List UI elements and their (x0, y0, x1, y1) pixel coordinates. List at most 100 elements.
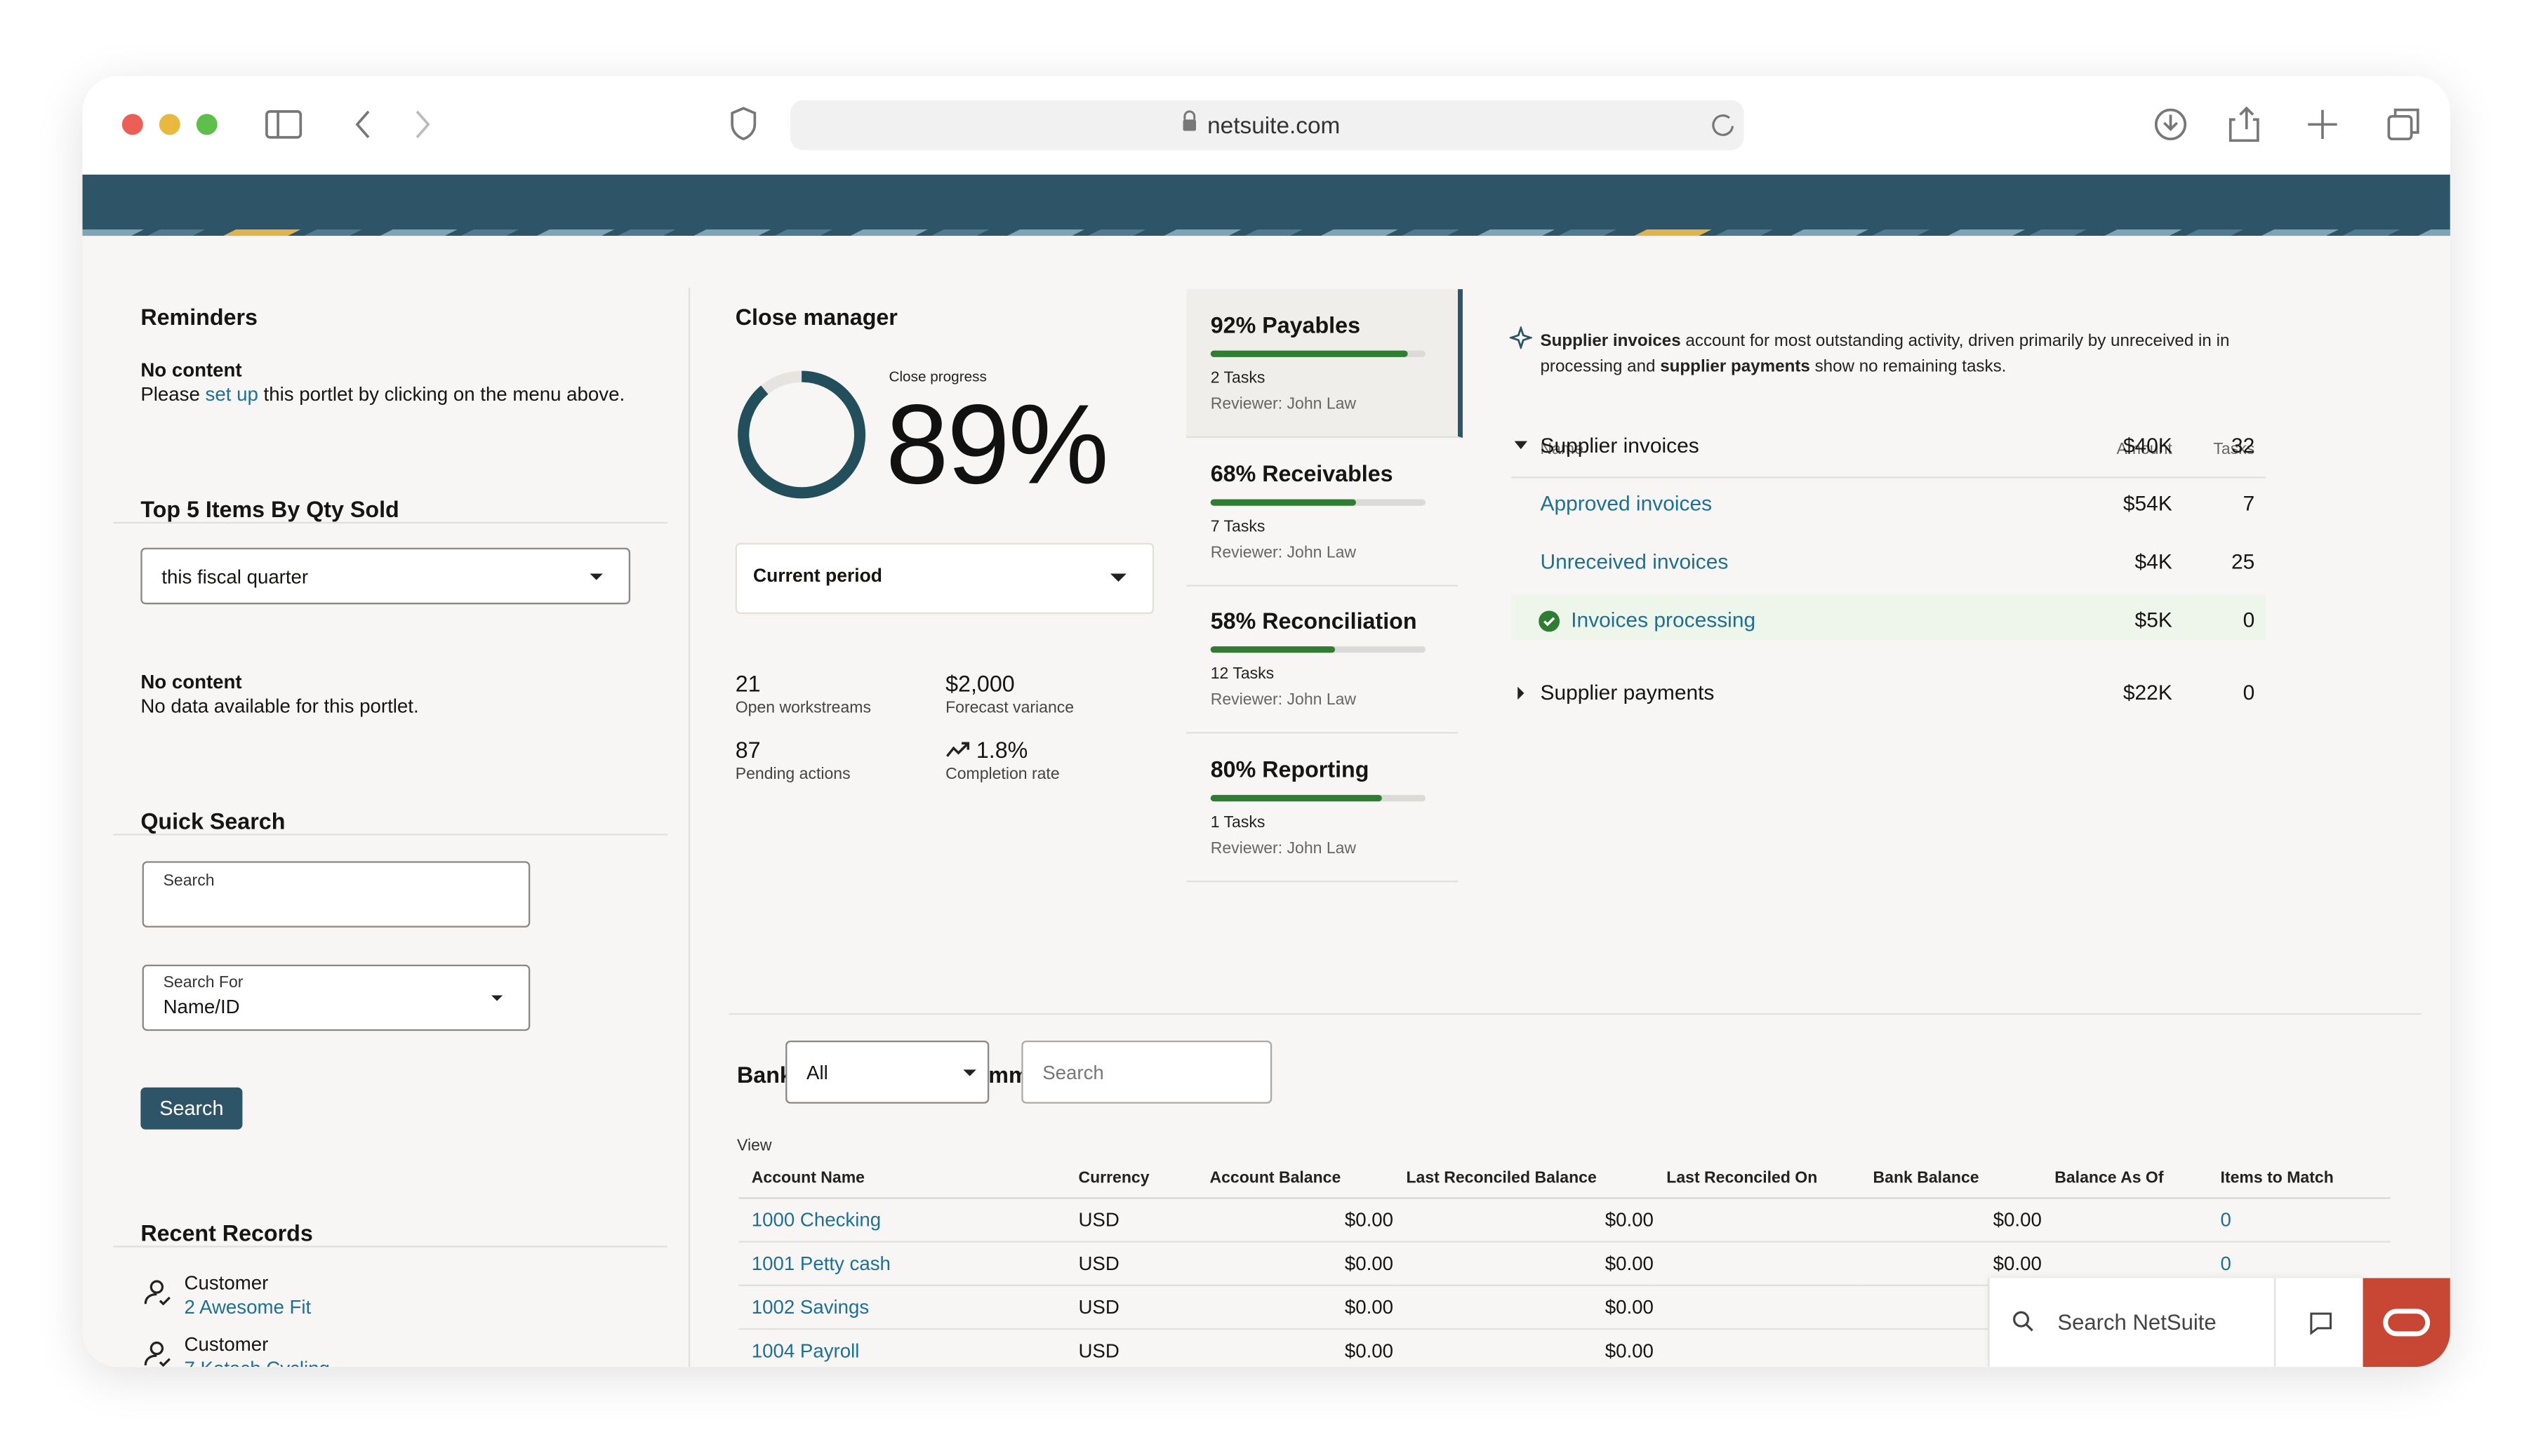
reload-icon[interactable] (1712, 114, 1734, 136)
cell-text: $0.00 (1993, 1208, 2042, 1231)
stripe (1087, 229, 1146, 236)
icon-shape (1543, 617, 1555, 627)
chat-button[interactable] (2273, 1278, 2366, 1368)
text: No data available for this portlet. (140, 695, 419, 718)
row-amount: $22K (2123, 680, 2172, 704)
link[interactable]: 0 (2220, 1252, 2231, 1275)
cell-text: $0.00 (1344, 1339, 1394, 1363)
row-name[interactable]: Approved invoices (1540, 491, 1713, 516)
sidebar-icon[interactable] (265, 110, 303, 139)
link[interactable]: 1001 Petty cash (751, 1252, 891, 1275)
task-card[interactable]: 92% Payables 2 Tasks Reviewer: John Law (1186, 289, 1463, 439)
progress-label: Close progress (889, 368, 987, 385)
table-cell: 1004 Payroll (738, 1328, 1066, 1368)
portlet-title: Reminders (140, 303, 258, 330)
header-row: Account Name Currency Account Balance Last … (738, 1158, 2391, 1199)
table-cell: 0 (2207, 1198, 2391, 1243)
table-row: 1000 Checking USD $0.00 $0.00 $0.00 0 (738, 1198, 2391, 1243)
caret (590, 573, 603, 580)
oracle-logo (2383, 1309, 2431, 1337)
divider (113, 521, 668, 524)
stripe (1557, 229, 1616, 236)
row-tasks: 0 (2243, 607, 2255, 632)
table-cell: USD (1065, 1328, 1197, 1368)
record-link[interactable]: 2 Awesome Fit (184, 1295, 312, 1319)
table-cell: 1002 Savings (738, 1285, 1066, 1330)
stripe (2261, 229, 2339, 236)
table-cell: USD (1065, 1285, 1197, 1330)
task-card[interactable]: 68% Receivables 7 Tasks Reviewer: John Law (1186, 437, 1459, 586)
stripe (2341, 229, 2400, 236)
task-card[interactable]: 58% Reconciliation 12 Tasks Reviewer: John… (1186, 585, 1459, 734)
row-name[interactable]: Unreceived invoices (1540, 549, 1729, 574)
progress-track (1210, 498, 1426, 505)
new-tab-icon[interactable] (2308, 109, 2337, 140)
oracle-button[interactable] (2363, 1278, 2450, 1368)
cell-text: USD (1078, 1252, 1120, 1275)
stripe (1715, 229, 1774, 236)
table-cell (1653, 1241, 1861, 1286)
link[interactable]: 0 (2220, 1208, 2231, 1231)
close-button[interactable] (121, 114, 143, 135)
table-cell: $0.00 (1393, 1328, 1654, 1368)
select[interactable]: All (785, 1040, 990, 1104)
stat-value: $2,000 (945, 671, 1015, 697)
placeholder: Search NetSuite (2057, 1310, 2217, 1335)
table-cell (1653, 1285, 1861, 1330)
download-icon[interactable] (2154, 108, 2187, 140)
expand-icon[interactable] (1515, 686, 1527, 700)
global-search[interactable]: Search NetSuite (1988, 1278, 2366, 1368)
row-name: Supplier invoices (1540, 433, 1699, 457)
link[interactable]: set up (205, 382, 258, 406)
record-link[interactable]: 7 Kotach Cycling (185, 1357, 330, 1367)
expand-icon[interactable] (1514, 439, 1528, 452)
forward-icon[interactable] (416, 110, 430, 138)
tabs-icon[interactable] (2387, 114, 2413, 140)
search-input[interactable]: Search (1021, 1040, 1273, 1104)
select[interactable]: Search For Name/ID (142, 964, 531, 1031)
row-name[interactable]: Invoices processing (1571, 607, 1756, 632)
table-cell: $0.00 (1393, 1241, 1654, 1286)
share-icon[interactable] (2228, 106, 2259, 142)
stripe (693, 229, 771, 236)
column-header: Amount (2116, 441, 2172, 459)
portlet-title: Quick Search (140, 808, 286, 834)
stripe (931, 229, 990, 236)
back-icon[interactable] (355, 110, 370, 138)
row-amount: $5K (2134, 607, 2172, 632)
stat-number: $2,000 (945, 670, 1015, 697)
column-header: Name (1540, 441, 1583, 459)
stripe (617, 229, 676, 236)
stat-value: 1.8% (945, 737, 1028, 763)
heading: No content (140, 359, 242, 382)
icon-shape (144, 1280, 171, 1306)
link[interactable]: 1000 Checking (751, 1208, 882, 1231)
stat-label: Open workstreams (735, 700, 871, 718)
placeholder: Search (1042, 1061, 1104, 1085)
select[interactable]: this fiscal quarter (140, 547, 631, 605)
search-input[interactable]: Search (142, 861, 531, 928)
table-cell: USD (1065, 1241, 1197, 1286)
select[interactable]: Current period (735, 542, 1155, 615)
task-card[interactable]: 80% Reporting 1 Tasks Reviewer: John Law (1186, 733, 1459, 882)
search-button[interactable]: Search (140, 1087, 243, 1130)
banner (82, 174, 2450, 236)
cell-text: USD (1078, 1295, 1120, 1319)
table-cell: $0.00 (1197, 1285, 1394, 1330)
progress-track (1210, 350, 1426, 357)
table-cell: $0.00 (1393, 1198, 1654, 1243)
link[interactable]: 1004 Payroll (751, 1339, 860, 1363)
stripe (2417, 229, 2450, 236)
portlet-title: Top 5 Items By Qty Sold (140, 495, 399, 522)
link[interactable]: 1002 Savings (751, 1295, 870, 1319)
zoom-button[interactable] (196, 114, 218, 135)
address-bar[interactable] (790, 100, 1744, 151)
minimize-button[interactable] (159, 114, 180, 135)
table-cell: 1001 Petty cash (738, 1241, 1066, 1286)
browser-window: netsuite.com Reminders No content Please… (82, 76, 2450, 1368)
column-header: Tasks (2213, 441, 2255, 459)
select-value: All (806, 1061, 828, 1085)
table-cell: $0.00 (1197, 1198, 1394, 1243)
trend-icon (946, 742, 970, 757)
